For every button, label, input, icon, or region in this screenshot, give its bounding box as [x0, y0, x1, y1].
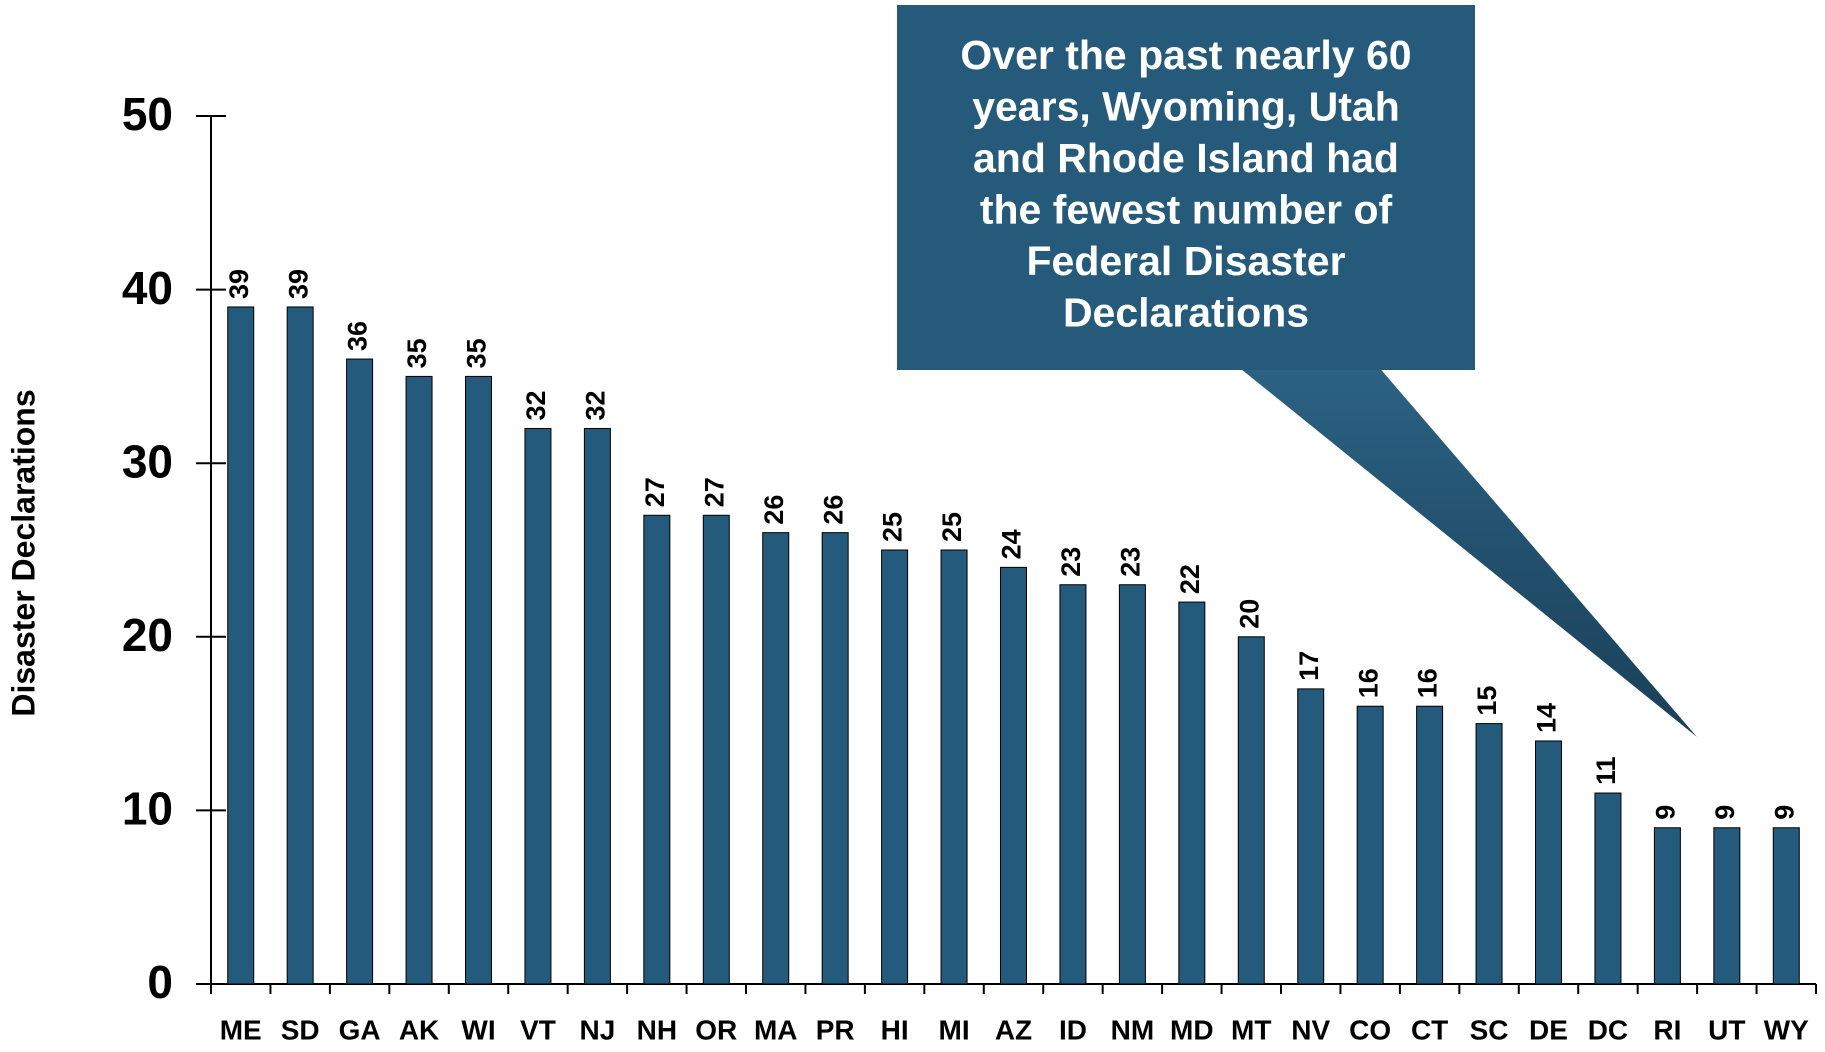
callout-text: the fewest number of [980, 186, 1393, 232]
x-tick-label: AK [399, 1014, 439, 1045]
callout-text: Over the past nearly 60 [960, 32, 1411, 78]
bar [940, 549, 968, 985]
bar [881, 549, 909, 985]
callout-text: and Rhode Island had [973, 135, 1399, 181]
bar [1416, 705, 1444, 985]
bar [1000, 566, 1027, 985]
bar [1059, 584, 1087, 985]
bar [1237, 636, 1265, 985]
data-label: 11 [1591, 756, 1621, 785]
data-label: 14 [1532, 703, 1562, 733]
bar [702, 514, 730, 985]
x-tick-label: NV [1291, 1014, 1330, 1045]
y-axis-title: Disaster Declarations [5, 389, 41, 716]
bar [1297, 688, 1325, 985]
bar [346, 358, 374, 985]
callout-text: Declarations [1063, 289, 1309, 335]
bar [1178, 601, 1206, 985]
bar [762, 532, 790, 985]
x-tick-label: HI [881, 1014, 909, 1045]
data-label: 16 [1353, 668, 1383, 698]
data-label: 20 [1234, 599, 1264, 629]
data-label: 23 [1116, 547, 1146, 577]
x-tick-label: GA [339, 1014, 381, 1045]
callout-text: years, Wyoming, Utah [972, 83, 1400, 129]
bar [643, 514, 671, 985]
y-tick-label: 30 [122, 435, 173, 487]
bar [227, 306, 255, 985]
x-tick-label: NM [1111, 1014, 1155, 1045]
bar [405, 375, 433, 985]
x-tick-label: DC [1588, 1014, 1628, 1045]
data-label: 27 [640, 477, 670, 507]
x-tick-label: MI [939, 1014, 970, 1045]
y-tick-label: 50 [122, 88, 173, 140]
x-tick-label: UT [1708, 1014, 1745, 1045]
data-label: 9 [1651, 805, 1681, 820]
x-tick-label: AZ [995, 1014, 1032, 1045]
bar [1356, 705, 1384, 985]
callout-box [897, 5, 1475, 370]
x-tick-label: OR [695, 1014, 737, 1045]
data-label: 9 [1710, 805, 1740, 820]
y-tick-label: 20 [122, 609, 173, 661]
bar [286, 306, 314, 985]
x-tick-label: VT [520, 1014, 556, 1045]
data-label: 25 [878, 512, 908, 542]
data-label: 25 [937, 512, 967, 542]
data-label: 39 [224, 269, 254, 299]
bar [465, 375, 492, 985]
x-tick-label: WI [461, 1014, 495, 1045]
data-label: 17 [1294, 651, 1324, 681]
x-tick-label: WY [1764, 1014, 1809, 1045]
data-label: 24 [997, 529, 1027, 559]
y-tick-label: 10 [122, 783, 173, 835]
bar [1594, 792, 1622, 985]
x-tick-label: NJ [579, 1014, 615, 1045]
data-label: 27 [699, 477, 729, 507]
bar [583, 427, 611, 985]
callout-pointer [1236, 365, 1697, 737]
y-tick-label: 0 [147, 956, 173, 1008]
data-label: 35 [402, 338, 432, 368]
x-tick-label: MA [754, 1014, 798, 1045]
data-label: 16 [1413, 668, 1443, 698]
data-label: 32 [581, 390, 611, 420]
bar [1653, 827, 1681, 985]
data-label: 35 [462, 338, 492, 368]
bar [1772, 827, 1800, 985]
bar [1475, 723, 1503, 985]
data-label: 23 [1056, 547, 1086, 577]
y-tick-label: 40 [122, 262, 173, 314]
data-label: 32 [521, 390, 551, 420]
x-tick-label: MT [1231, 1014, 1271, 1045]
x-tick-label: SC [1470, 1014, 1509, 1045]
bar [524, 427, 552, 985]
data-label: 36 [343, 321, 373, 351]
callout-text: Federal Disaster [1026, 238, 1345, 284]
data-label: 22 [1175, 564, 1205, 594]
bar [1535, 740, 1562, 985]
x-tick-label: MD [1170, 1014, 1214, 1045]
x-tick-label: RI [1653, 1014, 1681, 1045]
x-tick-label: CT [1411, 1014, 1448, 1045]
x-tick-label: CO [1349, 1014, 1391, 1045]
data-label: 26 [759, 495, 789, 525]
x-tick-label: ME [220, 1014, 262, 1045]
data-label: 39 [283, 269, 313, 299]
x-tick-label: ID [1059, 1014, 1087, 1045]
x-tick-label: PR [816, 1014, 855, 1045]
x-tick-label: NH [637, 1014, 677, 1045]
data-label: 26 [818, 495, 848, 525]
bar [1713, 827, 1741, 985]
bar [821, 532, 849, 985]
data-label: 9 [1769, 805, 1799, 820]
x-tick-label: DE [1529, 1014, 1568, 1045]
x-tick-label: SD [281, 1014, 320, 1045]
data-label: 15 [1472, 686, 1502, 716]
bar [1118, 584, 1146, 985]
